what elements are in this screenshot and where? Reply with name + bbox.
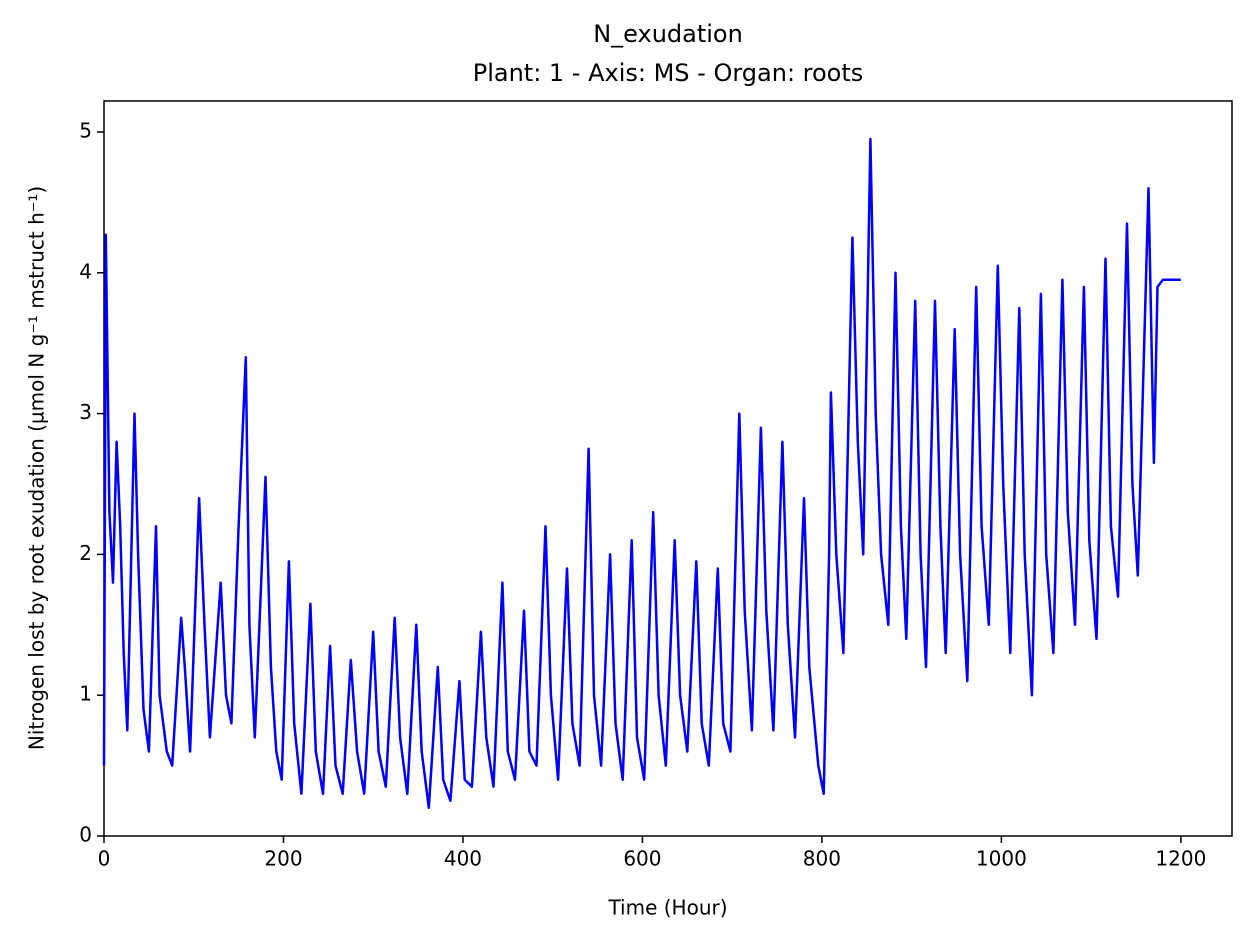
x-tick-label: 0: [98, 847, 111, 871]
x-tick-label: 400: [444, 847, 482, 871]
y-tick-label: 0: [79, 823, 92, 847]
x-tick-label: 800: [803, 847, 841, 871]
y-tick-label: 4: [79, 259, 92, 283]
y-tick-label: 3: [79, 400, 92, 424]
data-line: [102, 137, 1181, 810]
x-tick-label: 1200: [1155, 847, 1206, 871]
x-tick-label: 1000: [976, 847, 1027, 871]
chart-title: N_exudation: [593, 20, 743, 48]
x-axis-label: Time (Hour): [607, 896, 727, 920]
y-tick-label: 2: [79, 541, 92, 565]
y-tick-label: 1: [79, 682, 92, 706]
y-tick-label: 5: [79, 118, 92, 142]
y-axis-label: Nitrogen lost by root exudation (µmol N …: [25, 186, 49, 750]
chart-subtitle: Plant: 1 - Axis: MS - Organ: roots: [473, 59, 864, 87]
x-tick-label: 600: [623, 847, 661, 871]
x-tick-label: 200: [264, 847, 302, 871]
